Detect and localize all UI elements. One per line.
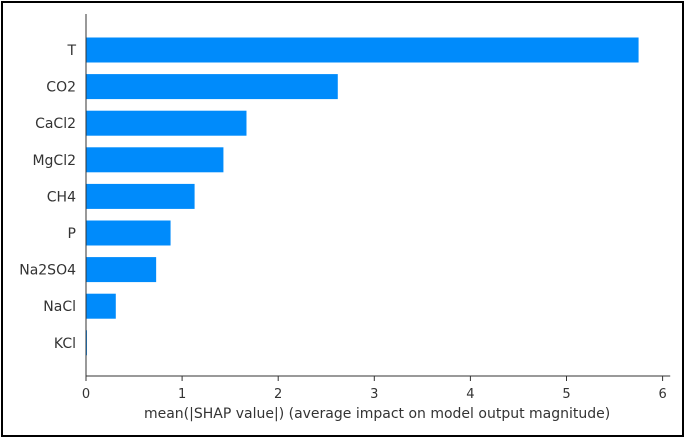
category-label-nacl: NaCl bbox=[43, 299, 76, 315]
x-axis-title: mean(|SHAP value|) (average impact on mo… bbox=[144, 406, 610, 422]
category-label-na2so4: Na2SO4 bbox=[19, 263, 76, 279]
bar-nacl bbox=[86, 293, 116, 319]
x-tick-label: 6 bbox=[658, 387, 666, 402]
category-label-kcl: KCl bbox=[54, 336, 76, 352]
bar-p bbox=[86, 220, 171, 246]
bar-na2so4 bbox=[86, 257, 157, 283]
x-tick-label: 5 bbox=[562, 387, 570, 402]
category-label-co2: CO2 bbox=[46, 80, 76, 96]
x-tick-label: 3 bbox=[370, 387, 378, 402]
bar-mgcl2 bbox=[86, 147, 224, 173]
x-tick-label: 0 bbox=[82, 387, 90, 402]
bar-co2 bbox=[86, 74, 338, 100]
category-label-t: T bbox=[66, 43, 76, 59]
x-tick-label: 2 bbox=[274, 387, 282, 402]
x-tick-label: 4 bbox=[466, 387, 474, 402]
bar-ch4 bbox=[86, 183, 195, 209]
bar-t bbox=[86, 37, 639, 63]
bar-cacl2 bbox=[86, 110, 247, 136]
category-label-cacl2: CaCl2 bbox=[35, 116, 76, 132]
category-label-p: P bbox=[68, 226, 76, 242]
x-tick-label: 1 bbox=[178, 387, 186, 402]
category-label-mgcl2: MgCl2 bbox=[32, 153, 76, 169]
category-label-ch4: CH4 bbox=[47, 189, 76, 205]
